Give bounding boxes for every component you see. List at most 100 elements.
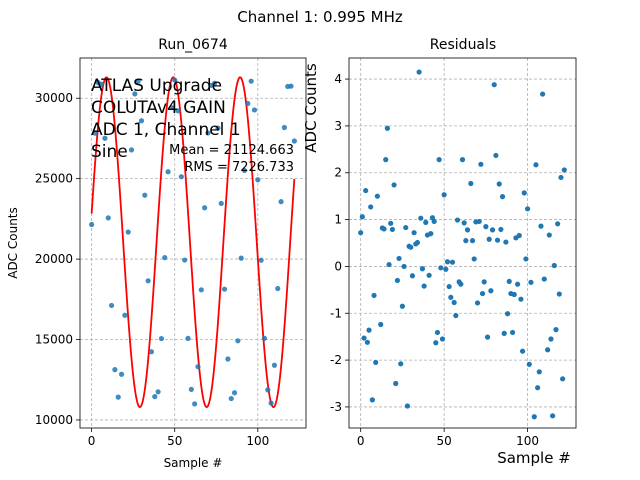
- left-panel: Run_0674 Sample # ADC Counts 0 50 100 10000…: [6, 37, 307, 470]
- left-panel-xlabel: Sample #: [164, 456, 223, 470]
- adc-sample-point: [185, 335, 191, 341]
- residual-point: [504, 311, 511, 317]
- adc-sample-point: [135, 78, 141, 84]
- left-ytick-label: 15000: [35, 333, 73, 347]
- residual-point: [479, 290, 486, 297]
- right-ytick-label: 3: [334, 119, 342, 133]
- residual-point: [381, 226, 387, 232]
- residual-point: [443, 266, 449, 272]
- right-xtick-label: 0: [357, 434, 365, 448]
- adc-sample-point: [268, 400, 274, 406]
- residual-point: [496, 181, 502, 187]
- adc-sample-point: [265, 387, 271, 393]
- adc-sample-point: [168, 104, 174, 111]
- residual-point: [403, 224, 409, 231]
- residual-point: [471, 256, 477, 262]
- adc-sample-point: [108, 302, 115, 309]
- residual-point: [469, 238, 476, 244]
- adc-sample-point: [288, 83, 294, 89]
- residual-point: [439, 336, 446, 342]
- left-ytick-label: 10000: [35, 413, 73, 427]
- residual-point: [366, 327, 372, 333]
- residual-point: [451, 299, 457, 306]
- adc-sample-point: [271, 362, 278, 368]
- left-annotation-line-1: ATLAS Upgrade: [91, 76, 222, 96]
- right-panel: Residuals ADC Counts 0 50 100 -3 -2 -1 0 1 2 3 4 S…: [302, 37, 577, 467]
- adc-sample-point: [92, 130, 98, 136]
- residual-point: [401, 263, 407, 270]
- adc-sample-point: [261, 335, 268, 341]
- adc-sample-point: [145, 278, 151, 284]
- left-xtick-label: 50: [167, 434, 182, 448]
- adc-sample-point: [198, 287, 204, 293]
- residual-point: [461, 220, 467, 226]
- residual-point: [398, 361, 404, 367]
- adc-sample-point: [188, 386, 194, 392]
- residual-point: [388, 220, 394, 226]
- residual-point: [448, 294, 454, 300]
- residual-point: [463, 238, 469, 244]
- residual-point: [418, 215, 424, 221]
- fit-curve: [90, 76, 296, 409]
- adc-sample-point: [102, 135, 108, 141]
- adc-sample-point: [228, 395, 234, 402]
- residual-point: [374, 193, 380, 199]
- residual-point: [459, 157, 466, 163]
- left-ytick-label: 30000: [35, 91, 73, 105]
- adc-sample-point: [192, 401, 198, 407]
- adc-sample-point: [155, 389, 161, 395]
- left-annotation-line-2: COLUTAv4 GAIN: [91, 98, 226, 118]
- residual-point: [454, 217, 461, 223]
- residual-point: [409, 273, 416, 279]
- left-xtick-label: 0: [88, 434, 96, 448]
- adc-sample-point: [132, 91, 138, 97]
- adc-sample-point: [212, 80, 218, 86]
- residual-point: [361, 335, 367, 341]
- residual-point: [524, 206, 531, 212]
- residual-point: [421, 283, 427, 289]
- adc-sample-point: [118, 371, 125, 377]
- adc-sample-point: [235, 338, 241, 344]
- residual-point: [489, 227, 496, 233]
- left-annotation-line-4: Sine: [91, 142, 128, 162]
- adc-sample-point: [291, 138, 297, 144]
- residual-point: [555, 221, 561, 227]
- residual-point: [498, 226, 504, 233]
- adc-sample-point: [142, 192, 148, 198]
- adc-sample-point: [255, 177, 261, 183]
- adc-sample-point: [195, 364, 201, 370]
- residual-point: [368, 204, 374, 210]
- adc-sample-point: [275, 285, 281, 292]
- residual-point: [399, 303, 406, 309]
- adc-sample-point: [215, 125, 221, 131]
- adc-sample-point: [182, 257, 188, 263]
- adc-sample-point: [205, 130, 211, 136]
- residual-point: [541, 276, 547, 282]
- residual-point: [431, 218, 437, 225]
- residual-point: [386, 261, 392, 268]
- residual-point: [481, 279, 487, 285]
- right-ytick-label: 0: [334, 259, 342, 273]
- right-xtick-label: 50: [436, 434, 451, 448]
- right-ytick-label: 4: [334, 72, 342, 86]
- residual-point: [444, 259, 451, 265]
- adc-sample-point: [148, 349, 155, 355]
- residual-point: [468, 180, 474, 187]
- residual-point: [545, 347, 551, 353]
- left-ytick-label: 25000: [35, 172, 73, 186]
- right-ytick-label: -3: [330, 400, 342, 414]
- residual-point: [426, 272, 432, 278]
- residual-point: [484, 334, 491, 340]
- residual-point: [551, 262, 557, 269]
- residual-point: [488, 288, 494, 294]
- residual-point: [516, 232, 522, 239]
- residual-point: [359, 214, 365, 220]
- residual-point: [509, 329, 516, 336]
- adc-sample-point: [112, 367, 118, 373]
- residual-point: [433, 340, 439, 346]
- right-ytick-label: 2: [334, 166, 342, 180]
- residual-point: [561, 167, 567, 173]
- adc-sample-point: [105, 215, 111, 221]
